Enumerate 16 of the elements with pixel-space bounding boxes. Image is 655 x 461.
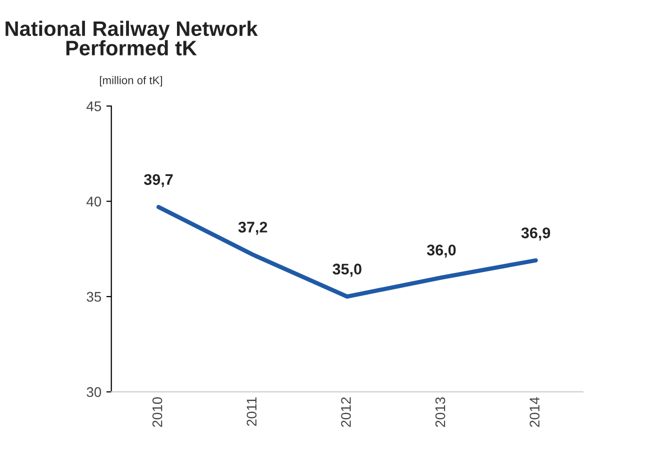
y-tick-label: 30 [86, 387, 102, 398]
chart-title: National Railway Network Performed tK [6, 20, 258, 56]
data-label: 35,0 [332, 264, 362, 277]
data-label: 36,0 [426, 244, 456, 258]
y-tick-label: 40 [86, 196, 102, 206]
data-label: 36,9 [521, 227, 550, 241]
x-tick-label: 2014 [530, 397, 540, 427]
y-tick-label: 35 [86, 292, 102, 302]
chart-subtitle: [million of tK] [100, 76, 162, 86]
data-label: 39,7 [144, 174, 173, 188]
data-label: 37,2 [238, 222, 268, 235]
x-tick-label: 2011 [246, 397, 257, 426]
x-tick-label: 2010 [152, 397, 162, 427]
x-tick-label: 2013 [435, 397, 446, 427]
y-tick-label: 45 [86, 102, 102, 112]
x-tick-label: 2012 [341, 397, 351, 427]
